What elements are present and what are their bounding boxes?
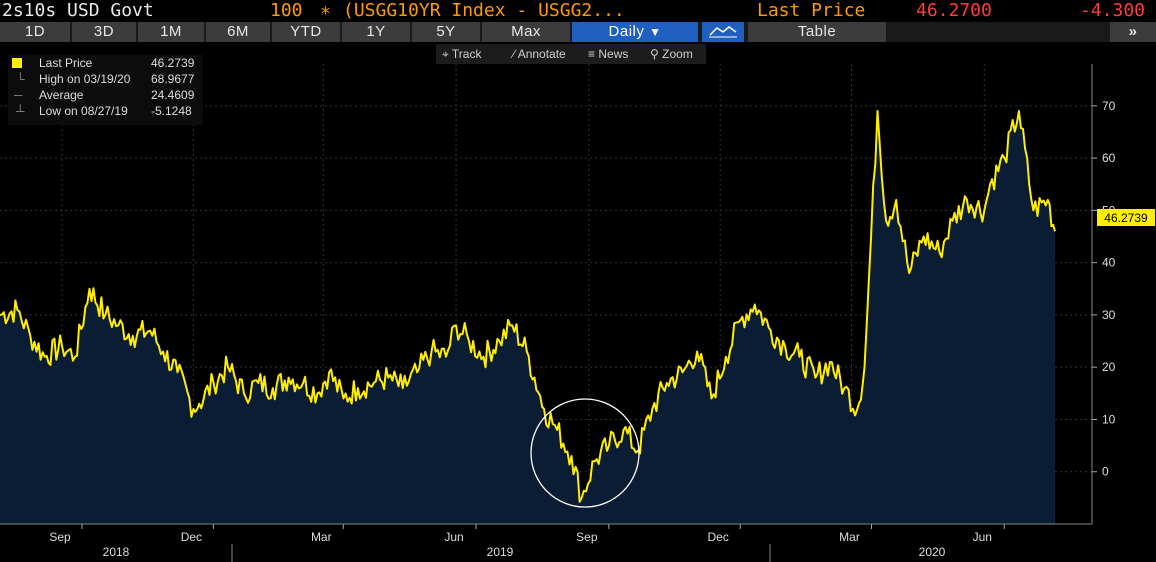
x-month-label: Jun	[444, 530, 463, 544]
x-month-label: Jun	[973, 530, 992, 544]
x-year-label: 2020	[919, 545, 946, 559]
low-marker-icon: ┴	[16, 104, 25, 118]
table-button[interactable]: Table	[748, 22, 888, 42]
x-month-label: Mar	[839, 530, 860, 544]
y-tick-label: 0	[1102, 465, 1109, 479]
x-month-label: Sep	[576, 530, 598, 544]
zoom-tool[interactable]: ⚲ Zoom	[650, 47, 693, 61]
last-price-label: 46.2739	[1097, 209, 1155, 226]
expand-button[interactable]: »	[1110, 22, 1156, 42]
last-price-label-text: 46.2739	[1104, 211, 1148, 225]
legend-average-label: Average	[39, 88, 84, 102]
crosshair-icon: ⌖	[442, 47, 449, 61]
formula-field: (USGG10YR Index - USGG2...	[343, 0, 625, 21]
high-marker-icon: └	[16, 72, 25, 86]
y-axis: 010203040506070	[1091, 64, 1116, 524]
price-line	[0, 110, 1056, 503]
y-tick-label: 10	[1102, 412, 1116, 426]
range-toolbar: 1D 3D 1M 6M YTD 1Y 5Y Max Daily ▼ Table …	[0, 22, 1156, 42]
range-button-1y[interactable]: 1Y	[342, 22, 412, 42]
header-bar: 2s10s USD Govt 100 ∗ (USGG10YR Index - U…	[0, 0, 1156, 22]
security-title: 2s10s USD Govt	[2, 0, 154, 21]
x-axis: Sep Dec Mar Jun Sep Dec Mar Jun 2018 2019 2020	[0, 523, 1092, 562]
period-label: Daily	[608, 23, 645, 40]
double-chevron-right-icon: »	[1128, 23, 1138, 40]
range-button-6m[interactable]: 6M	[206, 22, 272, 42]
y-tick-label: 20	[1102, 360, 1116, 374]
y-tick-label: 60	[1102, 151, 1116, 165]
list-icon: ≡	[588, 47, 596, 61]
legend-low-value: -5.1248	[151, 104, 192, 118]
pencil-icon: ∕	[513, 47, 516, 61]
x-month-label: Dec	[181, 530, 202, 544]
x-month-label: Mar	[311, 530, 332, 544]
chart-style-button[interactable]	[702, 22, 746, 42]
news-label: News	[598, 47, 629, 61]
legend-low-label: Low on 08/27/19	[39, 104, 128, 118]
x-year-label: 2019	[487, 545, 514, 559]
annotation-circle	[530, 398, 640, 508]
y-tick-label: 40	[1102, 256, 1116, 270]
last-value: 46.2700	[916, 0, 992, 21]
x-year-label: 2018	[103, 545, 130, 559]
legend-high-value: 68.9677	[151, 72, 195, 86]
range-button-1m[interactable]: 1M	[138, 22, 206, 42]
x-month-label: Dec	[707, 530, 728, 544]
chevron-down-icon: ▼	[649, 25, 662, 39]
average-marker-icon: ─	[14, 88, 23, 102]
annotate-tool[interactable]: ∕ Annotate	[513, 47, 566, 61]
y-tick-label: 70	[1102, 99, 1116, 113]
legend-high-label: High on 03/19/20	[39, 72, 131, 86]
range-button-1d[interactable]: 1D	[0, 22, 72, 42]
field-label: Last Price	[757, 0, 866, 21]
legend-last-value: 46.2739	[151, 56, 195, 70]
x-month-label: Sep	[49, 530, 71, 544]
price-area-fill	[0, 111, 1055, 524]
magnifier-icon: ⚲	[650, 47, 659, 61]
range-button-max[interactable]: Max	[482, 22, 572, 42]
track-tool[interactable]: ⌖ Track	[442, 47, 481, 62]
track-label: Track	[451, 47, 482, 61]
chart-tools: ⌖ Track ∕ Annotate ≡ News ⚲ Zoom	[436, 44, 706, 64]
annotate-label: Annotate	[517, 47, 566, 61]
line-chart-icon	[709, 26, 737, 38]
last-price-swatch	[12, 58, 22, 68]
zoom-label: Zoom	[662, 47, 693, 61]
y-tick-label: 30	[1102, 308, 1116, 322]
asterisk-icon: ∗	[320, 0, 331, 21]
news-tool[interactable]: ≡ News	[588, 47, 628, 61]
legend-last-label: Last Price	[39, 56, 93, 70]
legend-average-value: 24.4609	[151, 88, 195, 102]
ratio-field: 100	[270, 0, 303, 21]
legend-box: Last Price 46.2739 └ High on 03/19/20 68…	[8, 55, 203, 125]
period-dropdown[interactable]: Daily ▼	[572, 22, 700, 42]
change-value: -4.300	[1080, 0, 1146, 21]
range-button-3d[interactable]: 3D	[72, 22, 138, 42]
range-button-5y[interactable]: 5Y	[412, 22, 482, 42]
range-button-ytd[interactable]: YTD	[272, 22, 342, 42]
